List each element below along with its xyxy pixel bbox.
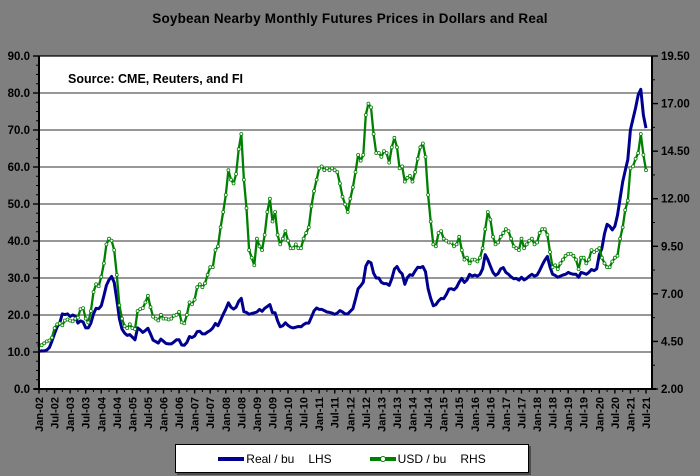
legend-side-usd: RHS [460, 451, 486, 466]
svg-text:Jan-20: Jan-20 [594, 397, 606, 432]
svg-text:Jul-10: Jul-10 [299, 397, 311, 429]
svg-text:Jan-06: Jan-06 [159, 397, 171, 432]
svg-text:Jul-15: Jul-15 [454, 397, 466, 429]
svg-text:Jan-11: Jan-11 [314, 397, 326, 431]
svg-text:30.0: 30.0 [8, 273, 30, 285]
series-real-line [38, 87, 648, 353]
svg-text:7.00: 7.00 [661, 289, 683, 301]
svg-text:70.0: 70.0 [8, 125, 30, 137]
svg-text:Jan-04: Jan-04 [96, 396, 108, 432]
svg-text:Jan-07: Jan-07 [190, 397, 202, 432]
svg-text:Jul-08: Jul-08 [236, 397, 248, 429]
svg-text:Jul-02: Jul-02 [50, 397, 62, 429]
svg-text:Jan-17: Jan-17 [501, 397, 513, 432]
real-line-swatch-icon [218, 456, 245, 461]
svg-text:Jul-04: Jul-04 [112, 396, 124, 429]
svg-text:Jan-15: Jan-15 [439, 397, 451, 432]
left-axis: 0.0 10.0 20.0 30.0 40.0 50.0 60.0 70.0 80.0 90.0 [8, 51, 39, 396]
usd-line-swatch-icon [369, 455, 396, 462]
x-axis: Jan-02 Jul-02 Jan-03 Jul-03 Jan-04 Jul-04 Jan-… [34, 389, 653, 432]
svg-text:9.50: 9.50 [661, 241, 683, 253]
svg-text:Jan-08: Jan-08 [221, 397, 233, 432]
legend-item-real: Real / bu LHS [218, 451, 332, 466]
legend-label-usd: USD / bu [397, 451, 447, 466]
svg-text:17.00: 17.00 [661, 99, 690, 111]
svg-text:60.0: 60.0 [8, 162, 30, 174]
svg-text:Jul-13: Jul-13 [392, 397, 404, 429]
svg-text:40.0: 40.0 [8, 236, 30, 248]
right-axis: 2.00 4.50 7.00 9.50 12.00 14.50 17.00 19.50 [652, 51, 690, 396]
svg-text:Jul-17: Jul-17 [516, 397, 528, 429]
chart-title: Soybean Nearby Monthly Futures Prices in… [152, 11, 548, 26]
svg-text:90.0: 90.0 [8, 51, 30, 63]
svg-text:10.0: 10.0 [8, 347, 30, 359]
legend-side-real: LHS [308, 451, 332, 466]
legend: Real / bu LHS USD / bu RHS [175, 444, 529, 473]
svg-text:14.50: 14.50 [661, 146, 690, 158]
svg-text:Jan-19: Jan-19 [563, 397, 575, 432]
svg-text:12.00: 12.00 [661, 194, 690, 206]
svg-text:Jul-06: Jul-06 [174, 397, 186, 429]
svg-text:Jul-21: Jul-21 [641, 397, 653, 429]
legend-label-real: Real / bu [246, 451, 295, 466]
svg-text:Jan-02: Jan-02 [34, 397, 46, 432]
svg-text:Jan-09: Jan-09 [252, 397, 264, 432]
svg-text:4.50: 4.50 [661, 336, 683, 348]
svg-text:2.00: 2.00 [661, 384, 683, 396]
svg-text:Jul-14: Jul-14 [423, 396, 435, 429]
svg-text:Jan-18: Jan-18 [532, 397, 544, 432]
series-usd-line [37, 101, 648, 348]
svg-text:Jan-14: Jan-14 [408, 396, 420, 432]
svg-text:Jan-21: Jan-21 [625, 397, 637, 432]
svg-text:Jan-05: Jan-05 [127, 397, 139, 432]
svg-text:80.0: 80.0 [8, 88, 30, 100]
svg-text:Jan-12: Jan-12 [345, 397, 357, 432]
svg-text:Jan-13: Jan-13 [376, 397, 388, 432]
svg-text:Jul-20: Jul-20 [610, 397, 622, 429]
svg-text:19.50: 19.50 [661, 51, 690, 63]
svg-text:50.0: 50.0 [8, 199, 30, 211]
source-note: Source: CME, Reuters, and FI [62, 69, 252, 89]
legend-item-usd: USD / bu RHS [369, 451, 486, 466]
svg-text:Jan-03: Jan-03 [65, 397, 77, 432]
svg-text:0.0: 0.0 [14, 384, 30, 396]
svg-text:Jul-11: Jul-11 [330, 397, 342, 428]
svg-text:Jul-09: Jul-09 [267, 397, 279, 429]
svg-text:20.0: 20.0 [8, 310, 30, 322]
svg-text:Jan-16: Jan-16 [470, 397, 482, 432]
usd-marker-icon [379, 455, 386, 462]
svg-text:Jan-10: Jan-10 [283, 397, 295, 432]
svg-text:Jul-16: Jul-16 [485, 397, 497, 429]
svg-text:Jul-07: Jul-07 [205, 397, 217, 429]
svg-text:Jul-12: Jul-12 [361, 397, 373, 429]
svg-text:Jul-03: Jul-03 [81, 397, 93, 429]
svg-text:Jul-19: Jul-19 [579, 397, 591, 429]
svg-text:Jul-05: Jul-05 [143, 397, 155, 429]
svg-text:Jul-18: Jul-18 [548, 397, 560, 429]
